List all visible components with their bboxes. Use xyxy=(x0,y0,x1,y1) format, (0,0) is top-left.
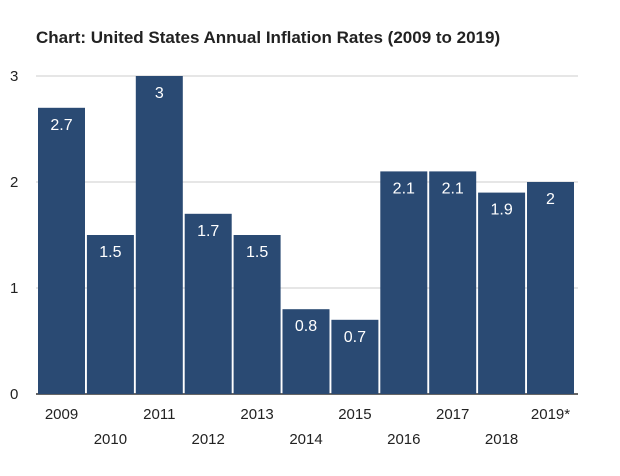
x-tick-label: 2017 xyxy=(436,406,469,423)
x-tick-label: 2013 xyxy=(240,406,273,423)
data-label: 1.7 xyxy=(197,223,219,240)
x-axis: 2009 2010 2011 2012 2013 2014 2015 2016 2017 2018… xyxy=(45,406,570,448)
data-labels: 2.7 1.5 3 1.7 1.5 0.8 0.7 2.1 2.1 1.9 2 xyxy=(50,85,555,346)
bar-2012 xyxy=(184,213,232,394)
chart-title: Chart: United States Annual Inflation Ra… xyxy=(36,28,501,47)
bar-2011 xyxy=(135,76,183,394)
data-label: 0.7 xyxy=(344,329,366,346)
data-label: 0.8 xyxy=(295,318,317,335)
bar-2010 xyxy=(86,235,134,394)
y-tick-label: 2 xyxy=(10,174,18,191)
data-label: 2 xyxy=(546,191,555,208)
x-tick-label: 2018 xyxy=(485,431,518,448)
y-tick-label: 0 xyxy=(10,386,18,403)
data-label: 1.5 xyxy=(99,244,121,261)
bar-2014 xyxy=(282,309,330,394)
x-tick-label: 2012 xyxy=(192,431,225,448)
data-label: 2.7 xyxy=(50,117,72,134)
bar-2009 xyxy=(38,107,85,395)
x-tick-label: 2015 xyxy=(338,406,371,423)
bar-2017 xyxy=(429,171,477,394)
bars xyxy=(38,76,574,395)
bar-2018 xyxy=(478,192,526,394)
bar-2016 xyxy=(380,171,428,394)
data-label: 1.5 xyxy=(246,244,268,261)
x-tick-label: 2016 xyxy=(387,431,420,448)
bar-2013 xyxy=(233,235,281,394)
y-tick-label: 3 xyxy=(10,68,18,85)
x-tick-label: 2010 xyxy=(94,431,127,448)
x-tick-label: 2019* xyxy=(531,406,570,423)
bar-2015 xyxy=(331,319,379,394)
x-tick-label: 2011 xyxy=(143,406,175,423)
data-label: 2.1 xyxy=(442,180,464,197)
data-label: 2.1 xyxy=(393,180,415,197)
y-tick-label: 1 xyxy=(10,280,18,297)
data-label: 1.9 xyxy=(490,202,512,219)
data-label: 3 xyxy=(155,85,164,102)
bar-2019* xyxy=(527,182,574,394)
x-tick-label: 2014 xyxy=(289,431,322,448)
y-axis: 0 1 2 3 xyxy=(10,68,18,403)
x-tick-label: 2009 xyxy=(45,406,78,423)
